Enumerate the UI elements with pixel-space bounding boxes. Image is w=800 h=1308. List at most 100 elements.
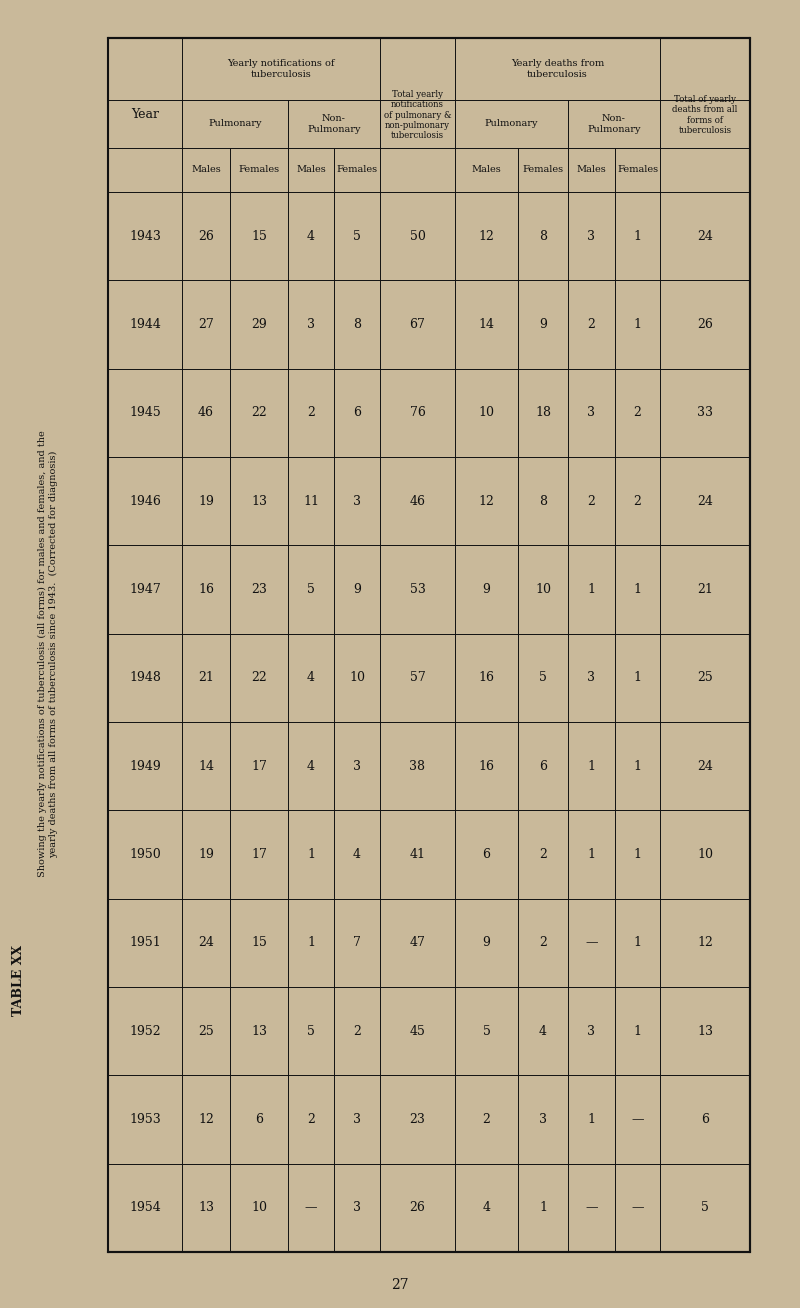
Text: 16: 16 (478, 760, 494, 773)
Text: Year: Year (131, 109, 159, 122)
Text: 25: 25 (697, 671, 713, 684)
Text: 26: 26 (410, 1201, 426, 1214)
Text: 24: 24 (198, 937, 214, 950)
Text: 1946: 1946 (129, 494, 161, 508)
Text: 2: 2 (587, 494, 595, 508)
Text: —: — (631, 1201, 644, 1214)
Text: 3: 3 (587, 671, 595, 684)
Text: 10: 10 (251, 1201, 267, 1214)
Text: 2: 2 (634, 494, 642, 508)
Text: 1: 1 (307, 848, 315, 861)
Text: 33: 33 (697, 407, 713, 420)
Text: Males: Males (472, 166, 502, 174)
Text: 18: 18 (535, 407, 551, 420)
Text: Pulmonary: Pulmonary (208, 119, 262, 128)
Text: 10: 10 (349, 671, 365, 684)
Text: 1: 1 (634, 671, 642, 684)
Text: 1945: 1945 (129, 407, 161, 420)
Text: 19: 19 (198, 848, 214, 861)
Text: 1952: 1952 (129, 1024, 161, 1037)
Text: 50: 50 (410, 230, 426, 243)
Text: 25: 25 (198, 1024, 214, 1037)
Text: 1: 1 (634, 230, 642, 243)
Text: 3: 3 (587, 407, 595, 420)
Text: 10: 10 (535, 583, 551, 596)
Text: TABLE XX: TABLE XX (11, 944, 25, 1015)
Text: 9: 9 (353, 583, 361, 596)
Text: Females: Females (617, 166, 658, 174)
Text: 22: 22 (251, 407, 267, 420)
Text: 7: 7 (353, 937, 361, 950)
Text: 13: 13 (251, 1024, 267, 1037)
Text: 3: 3 (353, 760, 361, 773)
Text: 4: 4 (307, 230, 315, 243)
Text: 1944: 1944 (129, 318, 161, 331)
Text: 1948: 1948 (129, 671, 161, 684)
Text: 38: 38 (410, 760, 426, 773)
Text: 8: 8 (539, 230, 547, 243)
Text: 16: 16 (198, 583, 214, 596)
Text: 2: 2 (539, 848, 547, 861)
Text: 6: 6 (539, 760, 547, 773)
Text: 4: 4 (307, 760, 315, 773)
Text: 24: 24 (697, 494, 713, 508)
Text: —: — (305, 1201, 318, 1214)
Text: 47: 47 (410, 937, 426, 950)
Text: 12: 12 (478, 494, 494, 508)
Text: 17: 17 (251, 760, 267, 773)
Text: 3: 3 (587, 230, 595, 243)
Text: 3: 3 (307, 318, 315, 331)
Text: Showing the yearly notifications of tuberculosis (all forms) for males and femal: Showing the yearly notifications of tube… (38, 430, 58, 878)
Text: 2: 2 (634, 407, 642, 420)
Text: 6: 6 (482, 848, 490, 861)
Text: 24: 24 (697, 230, 713, 243)
Text: 5: 5 (307, 583, 315, 596)
Text: Females: Females (522, 166, 563, 174)
Text: 76: 76 (410, 407, 426, 420)
Text: 45: 45 (410, 1024, 426, 1037)
Text: 21: 21 (697, 583, 713, 596)
Text: 15: 15 (251, 937, 267, 950)
Text: 24: 24 (697, 760, 713, 773)
Text: 1: 1 (587, 1113, 595, 1126)
Text: 1: 1 (634, 848, 642, 861)
Text: 1947: 1947 (129, 583, 161, 596)
Text: 1: 1 (587, 760, 595, 773)
Text: 1: 1 (634, 937, 642, 950)
Text: 22: 22 (251, 671, 267, 684)
Text: 9: 9 (539, 318, 547, 331)
Text: Total yearly
notifications
of pulmonary &
non-pulmonary
tuberculosis: Total yearly notifications of pulmonary … (384, 90, 451, 140)
Text: 2: 2 (587, 318, 595, 331)
Text: 21: 21 (198, 671, 214, 684)
Text: 1949: 1949 (129, 760, 161, 773)
Text: 13: 13 (198, 1201, 214, 1214)
Text: 9: 9 (482, 937, 490, 950)
Text: 4: 4 (307, 671, 315, 684)
Text: 8: 8 (539, 494, 547, 508)
Text: 3: 3 (353, 1113, 361, 1126)
Text: 57: 57 (410, 671, 426, 684)
Text: 1950: 1950 (129, 848, 161, 861)
Text: 12: 12 (198, 1113, 214, 1126)
Text: 46: 46 (410, 494, 426, 508)
Text: —: — (586, 937, 598, 950)
Text: 5: 5 (353, 230, 361, 243)
Text: 29: 29 (251, 318, 267, 331)
Text: 6: 6 (701, 1113, 709, 1126)
Text: Non-
Pulmonary: Non- Pulmonary (587, 114, 641, 133)
Text: 10: 10 (478, 407, 494, 420)
Text: 23: 23 (251, 583, 267, 596)
Text: 1953: 1953 (129, 1113, 161, 1126)
Text: 4: 4 (482, 1201, 490, 1214)
Text: 13: 13 (697, 1024, 713, 1037)
Text: 46: 46 (198, 407, 214, 420)
Text: 1954: 1954 (129, 1201, 161, 1214)
Text: 14: 14 (478, 318, 494, 331)
Text: —: — (631, 1113, 644, 1126)
Text: 17: 17 (251, 848, 267, 861)
Text: Yearly notifications of
tuberculosis: Yearly notifications of tuberculosis (227, 59, 334, 78)
Text: Non-
Pulmonary: Non- Pulmonary (307, 114, 361, 133)
Text: 1: 1 (634, 318, 642, 331)
Text: 15: 15 (251, 230, 267, 243)
Text: 1: 1 (539, 1201, 547, 1214)
